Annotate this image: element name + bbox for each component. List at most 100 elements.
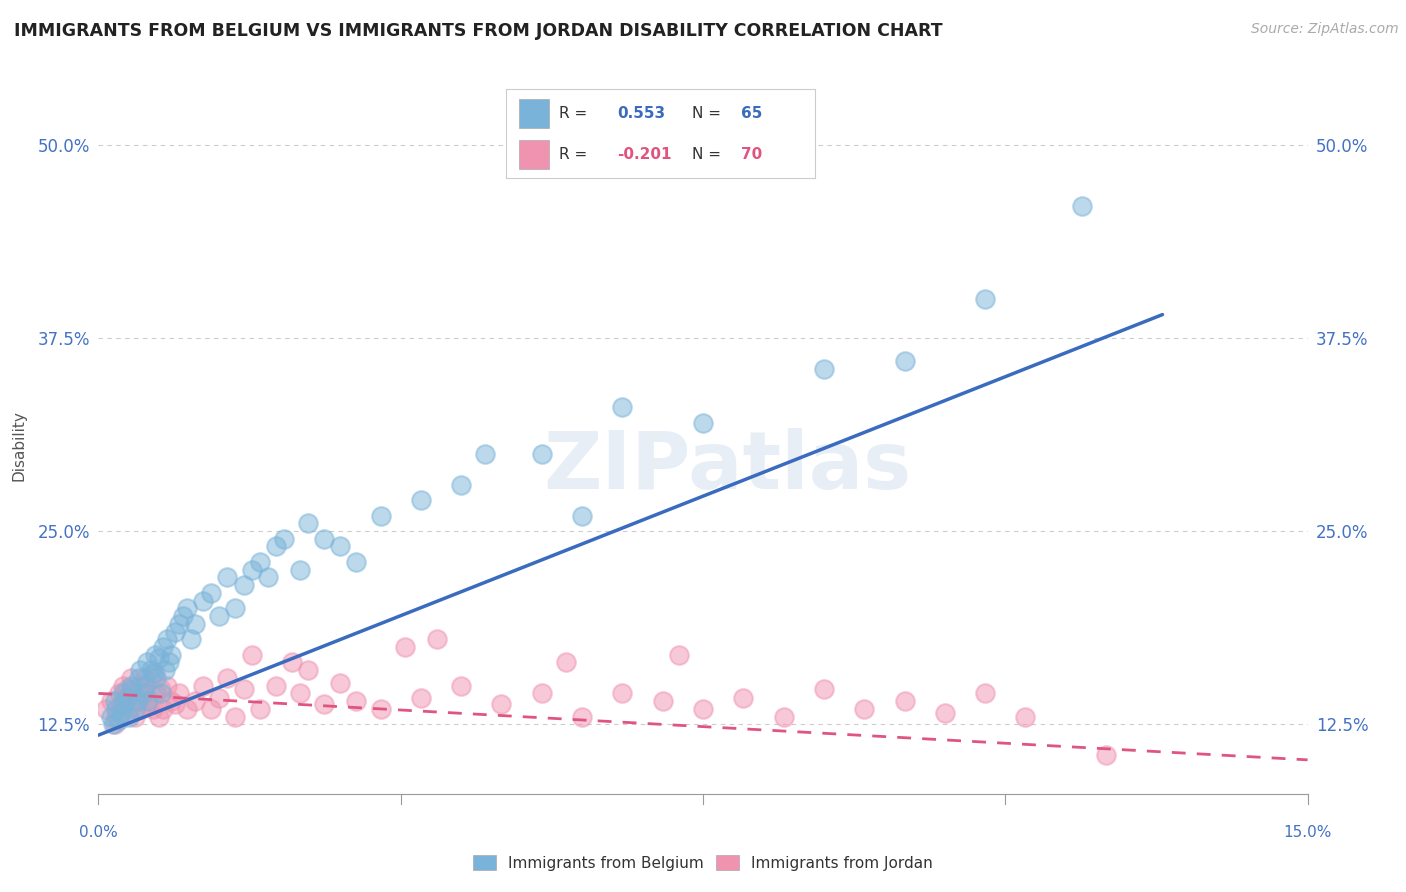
Point [813, 681, 835, 696]
Point [135, 697, 157, 711]
Point [148, 709, 170, 723]
Text: 15.0%: 15.0% [1284, 825, 1331, 840]
Point [101, 717, 124, 731]
Point [127, 694, 149, 708]
Point [240, 648, 263, 662]
Point [394, 640, 416, 654]
Point [772, 709, 794, 723]
Point [110, 706, 132, 721]
Point [110, 697, 132, 711]
Point [217, 570, 239, 584]
Point [152, 702, 174, 716]
Point [156, 632, 179, 647]
Point [145, 671, 167, 685]
Point [208, 609, 231, 624]
Point [193, 593, 215, 607]
Point [112, 697, 135, 711]
Point [974, 292, 997, 306]
Point [264, 540, 287, 554]
Point [329, 540, 352, 554]
Text: 0.0%: 0.0% [79, 825, 118, 840]
Text: N =: N = [692, 106, 725, 120]
Point [132, 686, 155, 700]
Point [128, 671, 150, 685]
Point [530, 686, 553, 700]
Point [491, 697, 513, 711]
Point [115, 691, 138, 706]
Point [120, 679, 142, 693]
Point [184, 616, 207, 631]
Point [288, 686, 311, 700]
Text: Source: ZipAtlas.com: Source: ZipAtlas.com [1251, 22, 1399, 37]
Point [139, 694, 162, 708]
Point [288, 563, 311, 577]
Point [692, 416, 714, 430]
Point [153, 663, 176, 677]
Point [142, 666, 165, 681]
Point [370, 508, 392, 523]
Point [184, 694, 207, 708]
Text: ZIPatlas: ZIPatlas [543, 428, 911, 506]
Point [157, 656, 180, 670]
Point [668, 648, 690, 662]
Point [893, 354, 915, 368]
Point [143, 666, 166, 681]
Point [107, 686, 129, 700]
Point [273, 532, 295, 546]
Point [128, 679, 150, 693]
Point [124, 702, 146, 716]
Point [124, 709, 146, 723]
Text: 0.553: 0.553 [617, 106, 665, 120]
Point [193, 679, 215, 693]
Point [314, 532, 336, 546]
Point [281, 656, 304, 670]
Point [1014, 709, 1036, 723]
Point [224, 709, 246, 723]
Text: 70: 70 [741, 147, 762, 161]
Point [112, 691, 135, 706]
Point [134, 679, 156, 693]
Point [612, 686, 634, 700]
FancyBboxPatch shape [519, 140, 550, 169]
Point [115, 681, 138, 696]
Point [1095, 748, 1118, 763]
Point [224, 601, 246, 615]
Point [314, 697, 336, 711]
Point [974, 686, 997, 700]
Point [409, 691, 432, 706]
Point [150, 681, 173, 696]
Text: R =: R = [558, 106, 592, 120]
Point [156, 679, 179, 693]
Point [232, 578, 254, 592]
Point [138, 675, 160, 690]
Point [105, 709, 128, 723]
Point [297, 516, 319, 531]
Point [297, 663, 319, 677]
Y-axis label: Disability: Disability [11, 410, 27, 482]
Point [163, 697, 186, 711]
Point [120, 671, 142, 685]
Legend: Immigrants from Belgium, Immigrants from Jordan: Immigrants from Belgium, Immigrants from… [467, 848, 939, 877]
Point [100, 694, 122, 708]
Point [256, 570, 278, 584]
Point [249, 702, 271, 716]
Point [893, 694, 915, 708]
Text: R =: R = [558, 147, 592, 161]
Point [370, 702, 392, 716]
Point [344, 555, 367, 569]
Point [138, 694, 160, 708]
FancyBboxPatch shape [519, 99, 550, 128]
Text: IMMIGRANTS FROM BELGIUM VS IMMIGRANTS FROM JORDAN DISABILITY CORRELATION CHART: IMMIGRANTS FROM BELGIUM VS IMMIGRANTS FR… [14, 22, 942, 40]
Point [129, 663, 152, 677]
Point [121, 686, 143, 700]
Point [172, 609, 194, 624]
Point [530, 447, 553, 461]
Text: 65: 65 [741, 106, 762, 120]
Point [1070, 199, 1092, 213]
Point [127, 694, 149, 708]
Point [163, 624, 186, 639]
Point [103, 717, 125, 731]
Point [167, 616, 190, 631]
Point [853, 702, 876, 716]
Point [118, 709, 141, 723]
